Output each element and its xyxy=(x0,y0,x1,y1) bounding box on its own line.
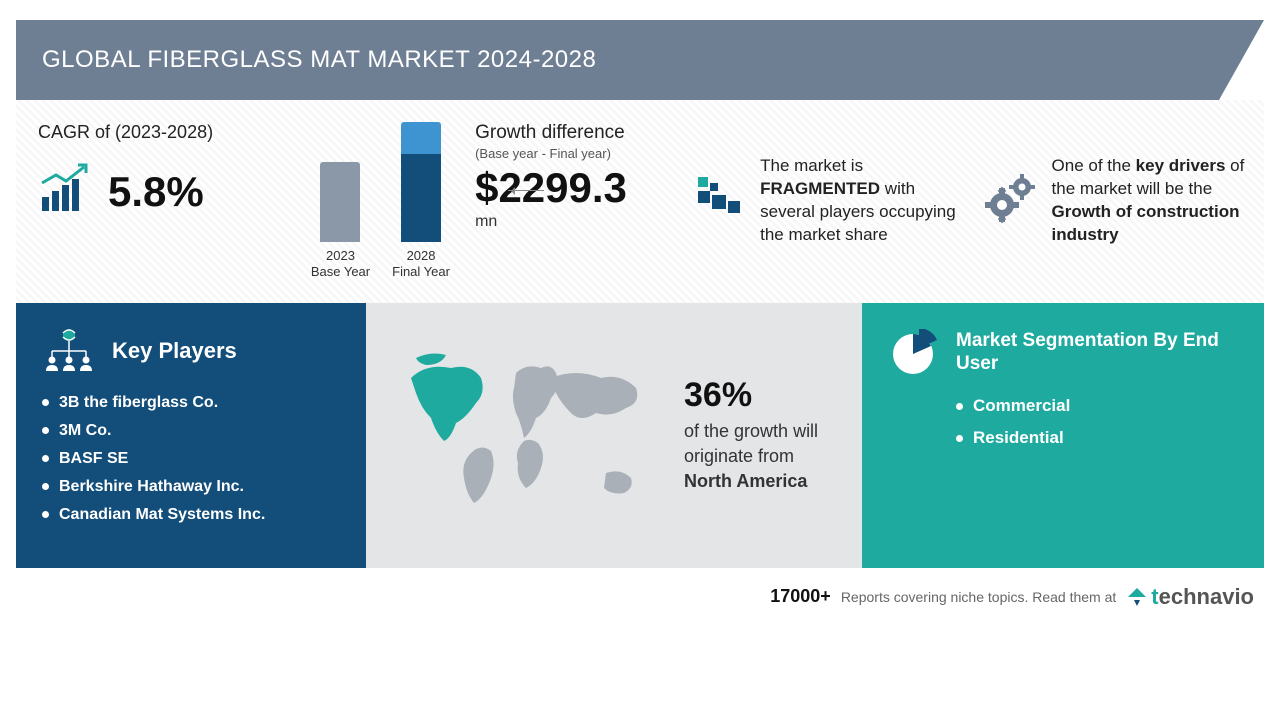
list-item: Berkshire Hathaway Inc. xyxy=(42,478,340,496)
logo-text: echnavio xyxy=(1159,584,1254,609)
bottom-panels: Key Players 3B the fiberglass Co. 3M Co.… xyxy=(16,303,1264,568)
list-item: BASF SE xyxy=(42,450,340,468)
fragmented-icon xyxy=(696,175,744,228)
top-stats-row: CAGR of (2023-2028) 5.8% 2023Base Year 2… xyxy=(16,100,1264,303)
list-item: 3B the fiberglass Co. xyxy=(42,394,340,412)
region-desc: of the growth will originate fromNorth A… xyxy=(684,419,832,495)
list-item: 3M Co. xyxy=(42,422,340,440)
segmentation-title: Market Segmentation By End User xyxy=(956,329,1238,377)
bar-2023 xyxy=(320,162,360,242)
segmentation-panel: Market Segmentation By End User Commerci… xyxy=(862,303,1264,568)
list-item: Residential xyxy=(956,428,1238,448)
network-icon xyxy=(42,327,96,376)
cagr-value: 5.8% xyxy=(108,168,204,216)
growth-subtitle: (Base year - Final year) xyxy=(475,146,688,161)
gears-icon xyxy=(982,171,1038,232)
players-title: Key Players xyxy=(112,338,237,364)
fragmented-text: The market is FRAGMENTED with several pl… xyxy=(760,155,973,247)
cagr-label: CAGR of (2023-2028) xyxy=(38,122,286,143)
header-band: GLOBAL FIBERGLASS MAT MARKET 2024-2028 xyxy=(16,20,1264,100)
key-players-panel: Key Players 3B the fiberglass Co. 3M Co.… xyxy=(16,303,366,568)
page-title: GLOBAL FIBERGLASS MAT MARKET 2024-2028 xyxy=(42,46,596,74)
footer-text: Reports covering niche topics. Read them… xyxy=(841,589,1116,605)
growth-unit: mn xyxy=(475,213,688,231)
world-map-icon xyxy=(396,343,656,528)
driver-text: One of the key drivers of the market wil… xyxy=(1052,155,1254,247)
technavio-logo: technavio xyxy=(1126,584,1254,610)
list-item: Canadian Mat Systems Inc. xyxy=(42,506,340,524)
segmentation-list: Commercial Residential xyxy=(956,396,1238,448)
bar-2028 xyxy=(401,122,441,242)
growth-title: Growth difference xyxy=(475,122,688,144)
bar-base-label: 2023Base Year xyxy=(311,248,370,281)
list-item: Commercial xyxy=(956,396,1238,416)
growth-chart-icon xyxy=(38,163,90,220)
cagr-block: CAGR of (2023-2028) 5.8% xyxy=(38,122,286,281)
footer: 17000+ Reports covering niche topics. Re… xyxy=(16,568,1264,610)
growth-difference-block: Growth difference (Base year - Final yea… xyxy=(475,122,688,281)
fragmented-block: The market is FRAGMENTED with several pl… xyxy=(696,122,973,281)
pie-chart-icon xyxy=(888,329,938,542)
bar-final-year: 2028Final Year xyxy=(392,122,450,281)
bar-final-label: 2028Final Year xyxy=(392,248,450,281)
report-count: 17000+ xyxy=(770,586,831,607)
bar-chart: 2023Base Year 2028Final Year xyxy=(294,122,467,281)
bar-base-year: 2023Base Year xyxy=(311,162,370,281)
region-panel: 36% of the growth will originate fromNor… xyxy=(366,303,862,568)
players-list: 3B the fiberglass Co. 3M Co. BASF SE Ber… xyxy=(42,394,340,524)
region-percent: 36% xyxy=(684,376,832,415)
driver-block: One of the key drivers of the market wil… xyxy=(982,122,1254,281)
arrow-connector xyxy=(508,190,544,191)
